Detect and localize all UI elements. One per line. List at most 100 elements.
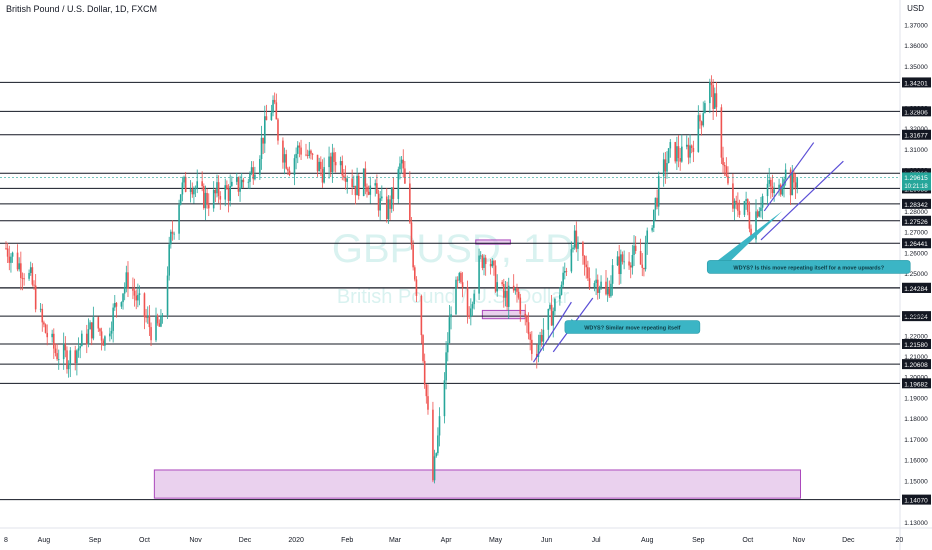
candle-body: [10, 256, 12, 263]
candle-body: [692, 147, 695, 152]
x-tick-label: 8: [4, 537, 8, 544]
x-tick-label: Nov: [189, 537, 202, 544]
candle-body: [310, 150, 312, 154]
candle-body: [699, 115, 701, 122]
candle-body: [204, 192, 207, 209]
candle-body: [148, 316, 151, 328]
march-low-zone[interactable]: [153, 469, 802, 499]
x-tick-label: Apr: [441, 537, 453, 544]
candle-body: [252, 167, 255, 180]
candle-body: [226, 185, 228, 189]
last-price-badge: [902, 172, 931, 191]
candle-body: [644, 243, 647, 270]
candle-body: [779, 184, 782, 195]
y-tick-label: 1.16000: [904, 458, 928, 465]
candle-body: [535, 353, 538, 357]
candle-body: [150, 327, 152, 341]
candle-body: [550, 304, 553, 326]
candle-body: [28, 272, 30, 279]
candle-body: [51, 333, 53, 338]
candle-body: [356, 175, 358, 196]
candle-body: [341, 161, 344, 176]
y-tick-label: 1.20000: [904, 375, 928, 382]
candle-body: [552, 311, 555, 326]
may-mid-zone[interactable]: [481, 309, 526, 320]
last-price-label: 1.29615: [904, 175, 928, 182]
candle-body: [16, 252, 19, 270]
candle-body: [654, 197, 657, 210]
candle-body: [217, 182, 220, 197]
candle-body: [471, 304, 474, 309]
candle-body: [402, 159, 405, 169]
candle-body: [781, 187, 784, 195]
candle-body: [611, 265, 614, 284]
y-tick-label: 1.17000: [904, 437, 928, 444]
oct-callout-pointer: [713, 210, 783, 268]
candle-body: [503, 284, 505, 298]
candle-body: [321, 169, 324, 183]
candle-body: [146, 316, 149, 318]
candle-body: [64, 344, 67, 351]
may-channel-line[interactable]: [532, 301, 572, 363]
candle-body: [404, 168, 406, 184]
candle-body: [201, 181, 203, 187]
level-label-bg: [902, 494, 931, 505]
candle-body: [700, 121, 703, 126]
candle-body: [229, 185, 231, 201]
candle-body: [156, 315, 159, 324]
candle-body: [593, 283, 596, 288]
candle-body: [771, 186, 774, 194]
candle-body: [669, 142, 672, 149]
candle-body: [702, 113, 705, 126]
candle-body: [100, 331, 103, 341]
level-label: 1.19682: [904, 381, 928, 388]
candle-body: [657, 176, 660, 207]
candle-body: [351, 178, 353, 188]
candle-body: [399, 163, 401, 170]
x-tick-label: Aug: [641, 537, 654, 544]
candle-body: [173, 233, 175, 235]
oct-callout[interactable]: [706, 260, 911, 274]
candle-body: [104, 336, 106, 346]
may-callout[interactable]: [564, 320, 701, 334]
oct-channel-line[interactable]: [763, 142, 815, 212]
candle-body: [504, 290, 507, 298]
candle-body: [53, 333, 55, 349]
candle-body: [296, 145, 299, 154]
candle-body: [381, 196, 383, 199]
candle-body: [113, 302, 116, 308]
candle-body: [710, 82, 713, 86]
y-tick-label: 1.28000: [904, 209, 928, 216]
y-tick-label: 1.26000: [904, 250, 928, 257]
candle-body: [433, 456, 436, 481]
candle-body: [748, 211, 751, 229]
candle-body: [323, 167, 325, 183]
candle-body: [631, 255, 634, 268]
candle-body: [171, 231, 174, 234]
candle-body: [737, 202, 739, 211]
candle-body: [633, 245, 635, 256]
level-label: 1.34201: [904, 80, 928, 87]
candle-body: [443, 380, 446, 417]
candle-body: [446, 343, 449, 353]
candle-body: [123, 287, 126, 294]
candle-body: [794, 182, 797, 188]
candle-body: [610, 283, 612, 297]
level-label: 1.21580: [904, 342, 928, 349]
candle-body: [318, 161, 320, 172]
candle-body: [353, 185, 355, 188]
candle-body: [387, 199, 390, 220]
candle-body: [605, 281, 607, 295]
candle-body: [425, 384, 428, 397]
april-top-zone[interactable]: [475, 239, 511, 245]
candle-body: [298, 145, 301, 148]
candle-body: [732, 183, 734, 209]
candle-body: [367, 191, 370, 195]
candle-body: [92, 317, 95, 339]
y-tick-label: 1.22000: [904, 333, 928, 340]
candle-body: [189, 189, 192, 192]
oct-channel-line[interactable]: [760, 160, 844, 241]
candle-body: [653, 209, 655, 228]
